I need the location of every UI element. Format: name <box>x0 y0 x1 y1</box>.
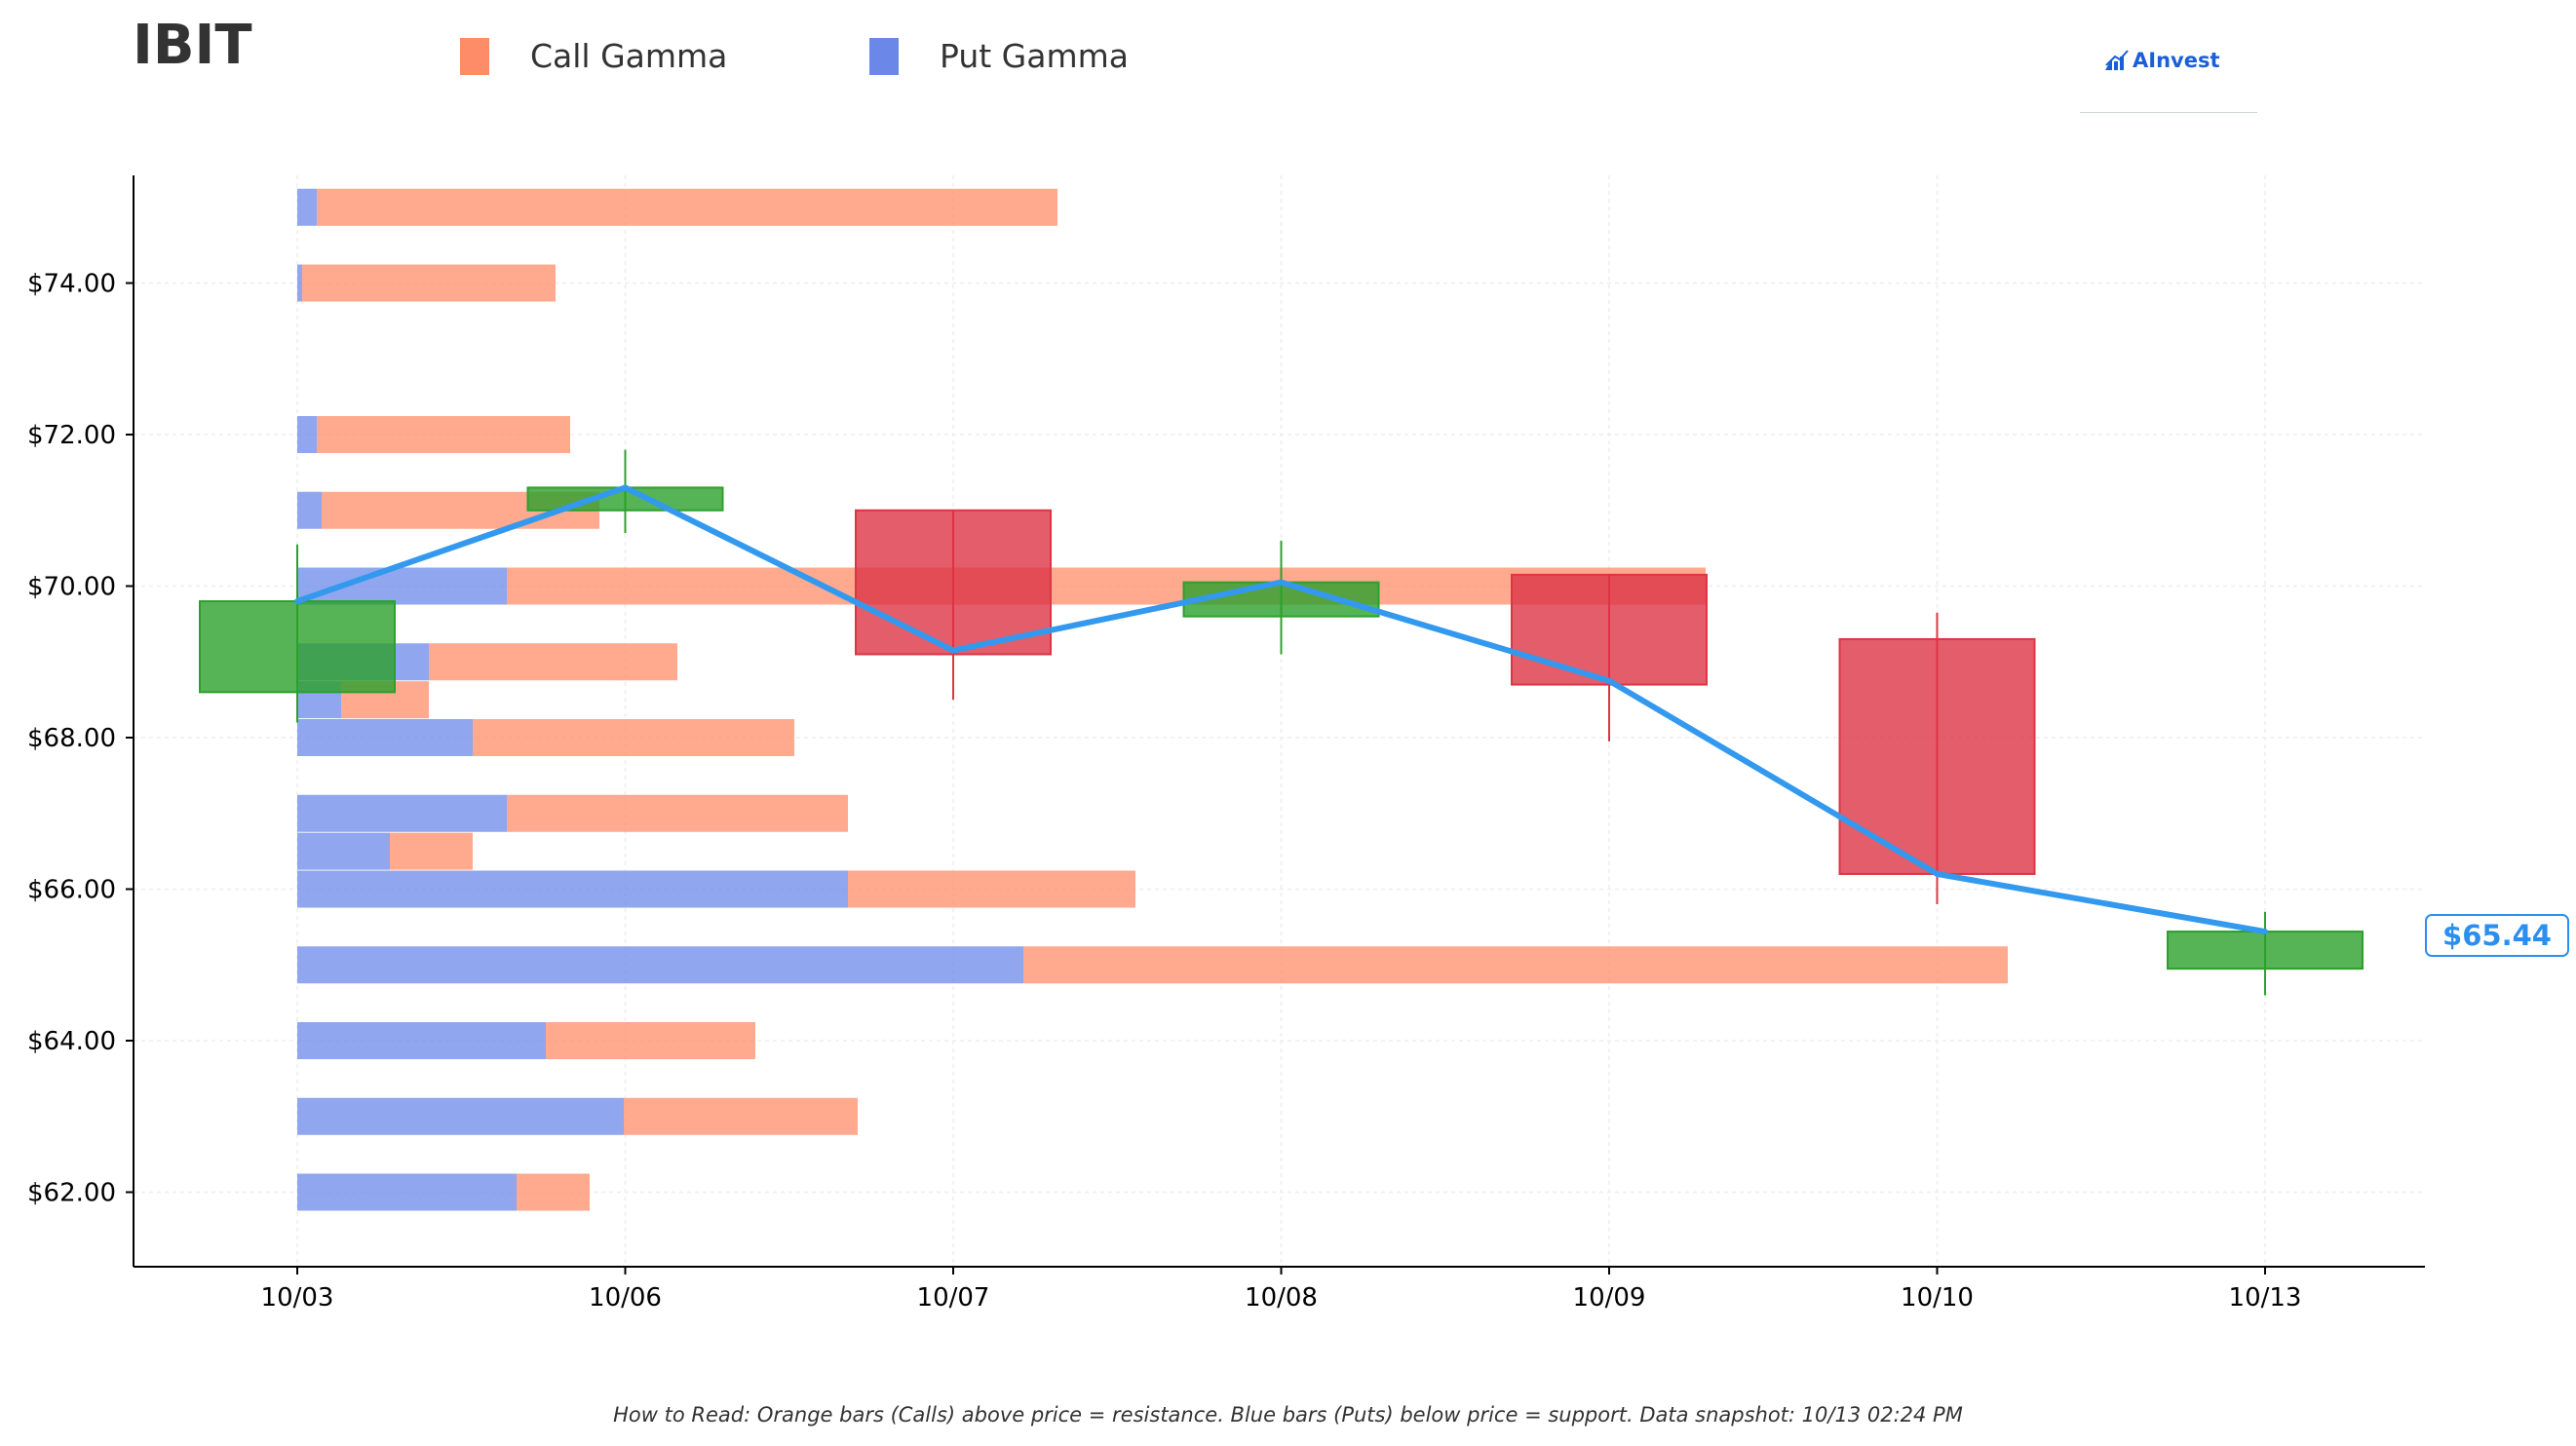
tick-labels: $62.00 $64.00 $66.00 $68.00 $70.00 $72.00 $74.… <box>27 270 2301 1313</box>
brand-name: AInvest <box>2133 49 2220 72</box>
put-gamma-bar <box>297 719 473 756</box>
candle-body <box>2167 931 2364 970</box>
y-tick-label: $74.00 <box>27 270 116 299</box>
x-tick-label: 10/08 <box>1245 1283 1318 1313</box>
call-gamma-bar <box>517 1173 590 1211</box>
call-gamma-bar <box>317 416 570 453</box>
call-gamma-swatch <box>460 37 489 75</box>
y-tick-label: $64.00 <box>27 1027 116 1056</box>
call-gamma-bar <box>317 188 1057 226</box>
candle-body <box>199 600 396 694</box>
call-gamma-bar <box>546 1022 755 1059</box>
call-gamma-bar <box>507 567 1706 605</box>
close-price-line <box>294 484 2268 935</box>
put-gamma-bar <box>297 946 1023 984</box>
x-tick-label: 10/03 <box>261 1283 334 1313</box>
put-gamma-bar <box>297 1097 624 1135</box>
candle-body <box>1838 637 2036 875</box>
call-gamma-bar <box>848 870 1135 908</box>
x-tick-label: 10/10 <box>1901 1283 1974 1313</box>
x-tick-label: 10/07 <box>917 1283 990 1313</box>
x-tick-label: 10/09 <box>1573 1283 1646 1313</box>
call-gamma-bar <box>302 264 556 302</box>
current-price-label: $65.44 <box>2425 914 2569 957</box>
footnote: How to Read: Orange bars (Calls) above p… <box>613 1403 1963 1427</box>
axes <box>133 175 2425 1268</box>
candle-body <box>1511 573 1708 686</box>
price-line <box>294 484 2268 935</box>
ainvest-logo-icon <box>2105 50 2129 70</box>
x-tick-label: 10/13 <box>2229 1283 2302 1313</box>
legend-label-put: Put Gamma <box>940 37 1129 75</box>
y-tick-label: $70.00 <box>27 573 116 602</box>
candle-body <box>526 486 724 512</box>
call-gamma-bar <box>390 832 473 870</box>
put-gamma-swatch <box>869 37 899 75</box>
put-gamma-bar <box>297 870 848 908</box>
put-gamma-bar <box>297 1173 517 1211</box>
y-tick-label: $72.00 <box>27 421 116 450</box>
call-gamma-bar <box>624 1097 858 1135</box>
y-tick-label: $62.00 <box>27 1179 116 1208</box>
call-gamma-bar <box>1023 946 2008 984</box>
put-gamma-bar <box>297 794 507 832</box>
legend-label-call: Call Gamma <box>530 37 728 75</box>
call-gamma-bar <box>429 643 677 681</box>
gamma-bars <box>297 188 2008 1211</box>
put-gamma-bar <box>297 491 322 529</box>
ticker-title: IBIT <box>133 14 252 77</box>
put-gamma-bar <box>297 1022 546 1059</box>
legend-call-gamma: Call Gamma <box>460 37 727 75</box>
candle-body <box>855 509 1052 656</box>
put-gamma-bar <box>297 188 317 226</box>
brand-divider <box>2080 112 2257 113</box>
y-tick-label: $66.00 <box>27 876 116 905</box>
put-gamma-bar <box>297 416 317 453</box>
brand-logo: AInvest <box>2103 49 2220 72</box>
put-gamma-bar <box>297 567 507 605</box>
put-gamma-bar <box>297 264 302 302</box>
x-tick-label: 10/06 <box>589 1283 662 1313</box>
legend-put-gamma: Put Gamma <box>869 37 1129 75</box>
call-gamma-bar <box>507 794 848 832</box>
y-tick-label: $68.00 <box>27 724 116 753</box>
call-gamma-bar <box>473 719 794 756</box>
put-gamma-bar <box>297 832 390 870</box>
